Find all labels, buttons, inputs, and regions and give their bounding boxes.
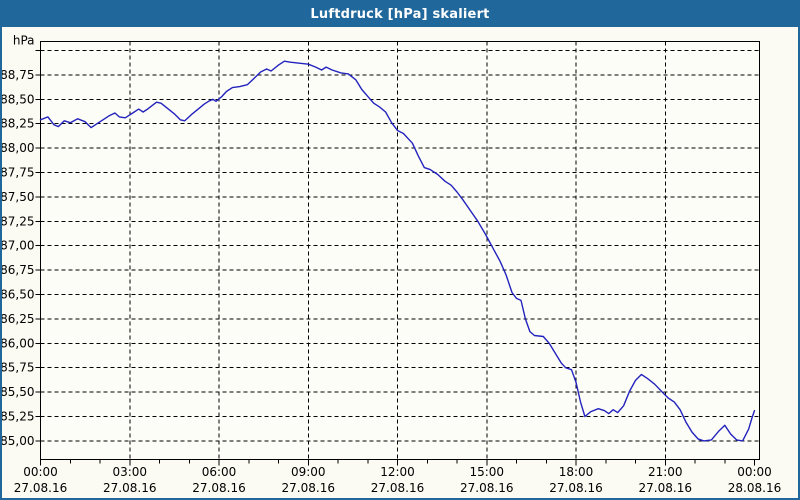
y-axis-label: 987,50 [0,190,35,204]
x-axis-date-label: 28.08.16 [728,481,781,495]
y-axis-label: 988,00 [0,141,35,155]
x-axis-date-label: 27.08.16 [14,481,67,495]
y-axis-label: 985,50 [0,385,35,399]
y-axis-unit-label: hPa [13,34,35,48]
x-axis-date-label: 27.08.16 [460,481,513,495]
y-axis-label: 985,75 [0,361,35,375]
chart-title: Luftdruck [hPa] skaliert [310,7,490,22]
x-axis-time-label: 18:00 [559,465,594,479]
x-axis-time-label: 21:00 [648,465,683,479]
y-axis-label: 986,00 [0,336,35,350]
y-axis-label: 986,25 [0,312,35,326]
plot-area [40,41,760,460]
x-axis-time-label: 00:00 [737,465,772,479]
y-axis-label: 988,75 [0,68,35,82]
x-axis-time-label: 09:00 [291,465,326,479]
x-axis-time-label: 06:00 [202,465,237,479]
y-axis-label: 987,75 [0,166,35,180]
x-axis-date-label: 27.08.16 [549,481,602,495]
x-axis-date-label: 27.08.16 [639,481,692,495]
y-axis-label: 988,25 [0,117,35,131]
x-axis-time-label: 12:00 [380,465,415,479]
x-axis-time-label: 03:00 [112,465,147,479]
x-axis-date-label: 27.08.16 [371,481,424,495]
x-axis-date-label: 27.08.16 [103,481,156,495]
plot-border [40,41,760,460]
pressure-series-line [39,60,756,442]
y-axis-label: 987,00 [0,239,35,253]
y-axis-label: 986,75 [0,263,35,277]
y-axis-label: 985,25 [0,410,35,424]
window-title-bar: Luftdruck [hPa] skaliert [2,2,798,27]
x-axis-time-label: 15:00 [469,465,504,479]
x-axis-time-label: 00:00 [23,465,58,479]
x-axis-date-label: 27.08.16 [282,481,335,495]
y-axis-label: 988,50 [0,92,35,106]
x-axis-date-label: 27.08.16 [192,481,245,495]
y-axis-label: 986,50 [0,288,35,302]
y-axis-label: 987,25 [0,214,35,228]
y-axis-label: 985,00 [0,434,35,448]
